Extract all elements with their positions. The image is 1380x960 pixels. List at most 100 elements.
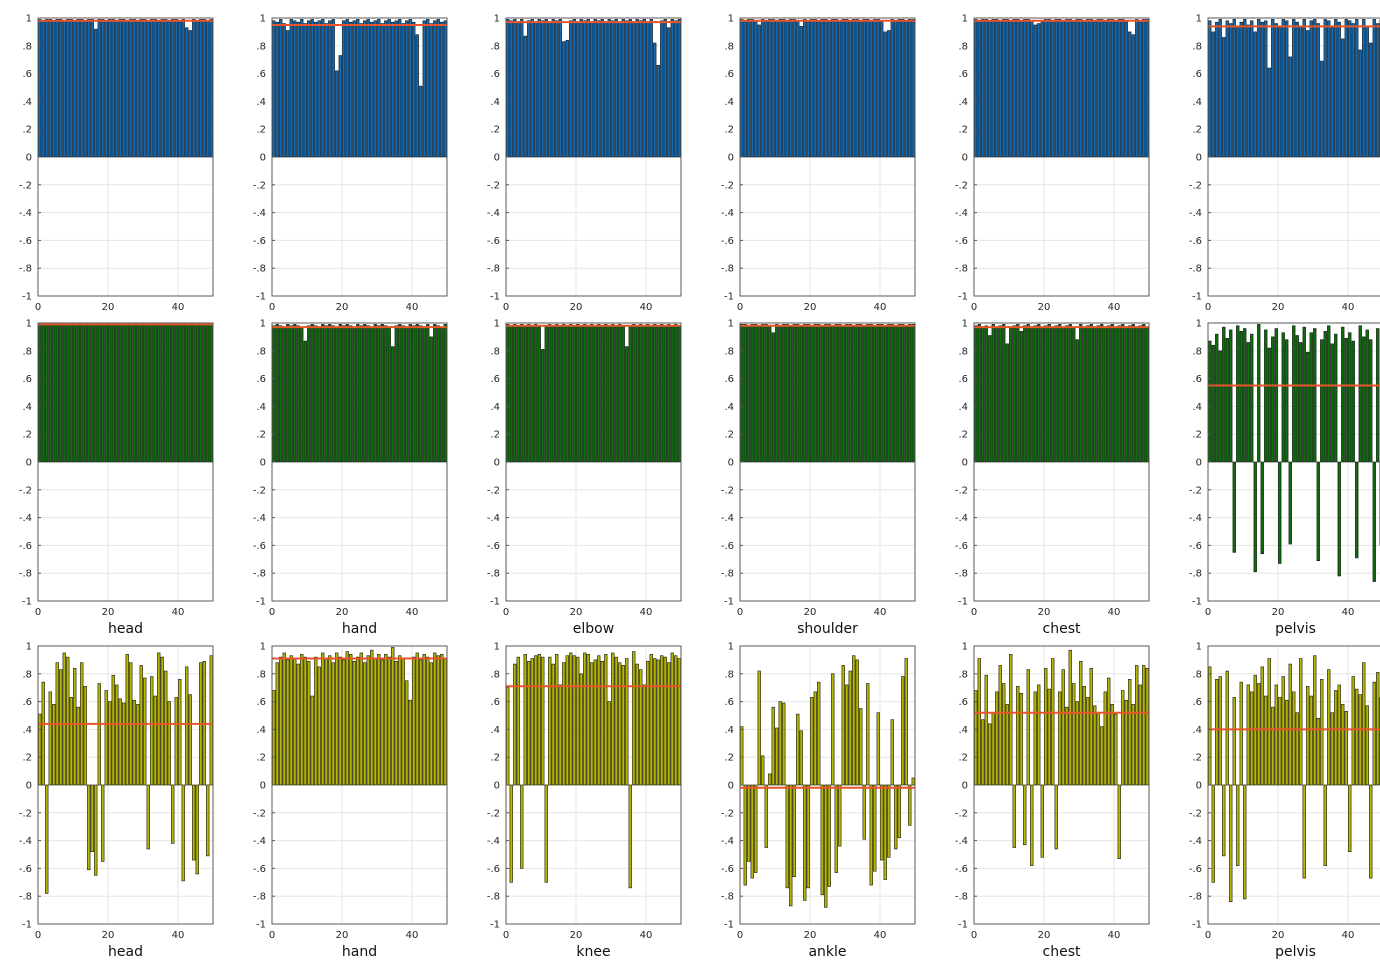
bar	[1138, 20, 1142, 158]
bar	[513, 19, 517, 158]
bar	[199, 19, 203, 158]
bar	[534, 21, 538, 158]
bar	[880, 324, 884, 463]
bar	[188, 30, 192, 158]
y-tick-label: -.8	[955, 569, 968, 580]
bar	[122, 702, 126, 786]
bar	[565, 39, 569, 158]
x-axis-label: shoulder	[797, 621, 858, 637]
bar	[656, 64, 660, 158]
bar	[143, 19, 147, 158]
bar	[778, 701, 782, 786]
bar	[387, 656, 391, 786]
bar	[1114, 326, 1118, 463]
bar	[670, 325, 674, 463]
y-tick-label: .6	[22, 697, 32, 708]
bar	[1327, 669, 1331, 786]
bar	[635, 325, 639, 463]
bar	[419, 659, 423, 786]
bar	[440, 21, 444, 158]
y-tick-label: -1	[256, 920, 266, 931]
bar	[1271, 19, 1275, 158]
bar	[181, 19, 185, 158]
bar	[412, 325, 416, 463]
y-tick-label: 0	[494, 458, 500, 469]
bar	[757, 670, 761, 786]
bar	[335, 326, 339, 463]
bar	[1323, 784, 1327, 866]
bar	[415, 34, 419, 158]
bar	[1232, 461, 1236, 553]
bar	[572, 325, 576, 463]
bar	[1033, 691, 1037, 786]
bar	[1320, 679, 1324, 786]
y-tick-label: -1	[490, 920, 500, 931]
bar	[1065, 325, 1069, 463]
bar	[810, 697, 814, 786]
bar	[984, 325, 988, 463]
bar	[66, 324, 70, 463]
bar	[433, 20, 437, 158]
bar	[104, 324, 108, 463]
bar	[887, 324, 891, 463]
bar	[1288, 56, 1292, 158]
bar	[87, 324, 91, 463]
bar	[1117, 325, 1121, 463]
bar	[653, 324, 657, 463]
bar	[87, 19, 91, 158]
bar	[1218, 676, 1222, 786]
x-tick-label: 20	[1272, 607, 1285, 618]
bar	[279, 656, 283, 786]
bar	[38, 19, 42, 158]
y-tick-label: 0	[494, 781, 500, 792]
bar	[118, 19, 122, 158]
bar	[41, 324, 45, 463]
y-tick-label: -.2	[955, 808, 968, 819]
bar	[614, 325, 618, 463]
bar	[1292, 19, 1296, 158]
y-tick-label: .8	[1192, 669, 1202, 680]
bar	[1376, 23, 1380, 158]
bar	[810, 19, 814, 158]
bar	[831, 325, 835, 463]
bar	[785, 324, 789, 463]
bar	[1211, 784, 1215, 883]
bar	[1145, 667, 1149, 786]
bar	[69, 19, 73, 158]
x-tick-label: 0	[971, 302, 977, 313]
bar	[1362, 336, 1366, 463]
y-tick-label: .2	[1192, 753, 1202, 764]
bar	[443, 20, 447, 158]
bar	[1243, 19, 1247, 158]
y-tick-label: .2	[22, 753, 32, 764]
y-tick-label: 0	[962, 458, 968, 469]
y-tick-label: 1	[26, 319, 32, 330]
bar	[991, 324, 995, 463]
bar	[824, 19, 828, 158]
bar	[1260, 666, 1264, 786]
x-tick-label: 20	[1038, 930, 1051, 941]
bar	[834, 324, 838, 463]
bar	[1334, 19, 1338, 158]
y-tick-label: -.8	[487, 569, 500, 580]
bar	[869, 20, 873, 158]
bar	[164, 670, 168, 786]
bar	[146, 784, 150, 850]
bar	[1257, 683, 1261, 786]
bar	[1026, 669, 1030, 786]
x-tick-label: 0	[1205, 607, 1211, 618]
bar	[771, 706, 775, 786]
bar	[321, 652, 325, 786]
bar	[848, 324, 852, 463]
bar	[73, 667, 77, 786]
y-tick-label: -1	[958, 597, 968, 608]
bar	[1040, 326, 1044, 463]
bar	[642, 19, 646, 158]
bar	[1369, 339, 1373, 463]
bar	[813, 691, 817, 786]
x-tick-label: 40	[172, 930, 185, 941]
bar	[586, 19, 590, 158]
bar	[422, 326, 426, 463]
bar	[1142, 324, 1146, 463]
bar	[869, 324, 873, 463]
